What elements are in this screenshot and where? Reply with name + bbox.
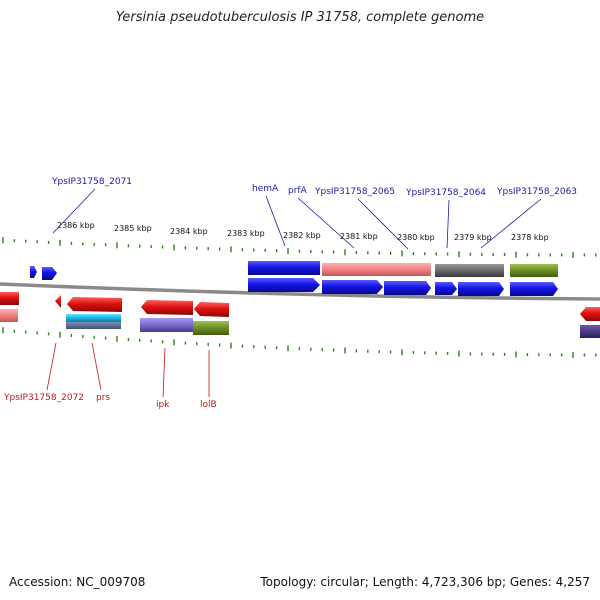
gene-block (580, 325, 600, 338)
gene-label: ipk (156, 400, 170, 410)
gene-labels-bottom: YpsIP31758_2072 prs ipk lolB (3, 393, 217, 410)
gene-arrow (384, 281, 431, 295)
kbp-label: 2379 kbp (454, 233, 492, 242)
kbp-label: 2385 kbp (114, 224, 152, 233)
gene-arrow (30, 266, 37, 278)
scale-ticks-top (2, 237, 597, 258)
kbp-label: 2381 kbp (340, 232, 378, 241)
map-title: Yersinia pseudotuberculosis IP 31758, co… (115, 10, 485, 25)
gene-label: YpsIP31758_2072 (3, 393, 84, 403)
gene-arrow (0, 292, 19, 305)
gene-block (0, 309, 18, 322)
gene-label: YpsIP31758_2063 (496, 187, 577, 197)
scale-ticks-bottom (2, 327, 597, 358)
cog-track-upper (248, 261, 558, 277)
gene-label: YpsIP31758_2071 (51, 177, 132, 187)
gene-block (140, 318, 193, 332)
gene-arrow (67, 297, 122, 312)
kbp-label: 2383 kbp (227, 229, 265, 238)
gene-label: prs (96, 393, 110, 403)
scale-labels: 2386 kbp 2385 kbp 2384 kbp 2383 kbp 2382… (57, 221, 549, 242)
kbp-label: 2380 kbp (397, 233, 435, 242)
gene-labels-top: YpsIP31758_2071 hemA prfA YpsIP31758_206… (51, 177, 577, 198)
gene-arrow (435, 282, 457, 295)
kbp-label: 2384 kbp (170, 227, 208, 236)
forward-strand-genes (30, 266, 558, 296)
gene-label: YpsIP31758_2064 (405, 188, 486, 198)
gene-arrow (42, 267, 57, 280)
gene-block (66, 322, 121, 329)
gene-arrow (248, 278, 320, 292)
gene-arrow (55, 295, 61, 308)
gene-arrow (580, 307, 600, 321)
gene-arrow (141, 300, 193, 315)
gene-label: prfA (288, 186, 308, 196)
gene-arrow (510, 282, 558, 296)
cog-track-lower (0, 309, 600, 338)
gene-block (435, 264, 504, 277)
gene-label: hemA (252, 184, 279, 194)
gene-arrow (194, 302, 229, 317)
genome-backbone (0, 282, 600, 301)
gene-label: lolB (200, 400, 217, 410)
gene-arrow (458, 282, 504, 296)
gene-arrow (322, 280, 383, 294)
reverse-strand-genes (0, 292, 600, 321)
genome-summary-text: Topology: circular; Length: 4,723,306 bp… (260, 575, 590, 589)
gene-label: YpsIP31758_2065 (314, 187, 395, 197)
gene-block (193, 321, 229, 335)
accession-text: Accession: NC_009708 (9, 575, 146, 589)
kbp-label: 2382 kbp (283, 231, 321, 240)
leader-lines-top (52, 188, 542, 250)
gene-block (66, 314, 121, 322)
gene-block (248, 261, 320, 275)
kbp-label: 2378 kbp (511, 233, 549, 242)
gene-block (322, 263, 431, 276)
kbp-label: 2386 kbp (57, 221, 95, 230)
gene-block (510, 264, 558, 277)
leader-lines-bottom (46, 342, 210, 398)
